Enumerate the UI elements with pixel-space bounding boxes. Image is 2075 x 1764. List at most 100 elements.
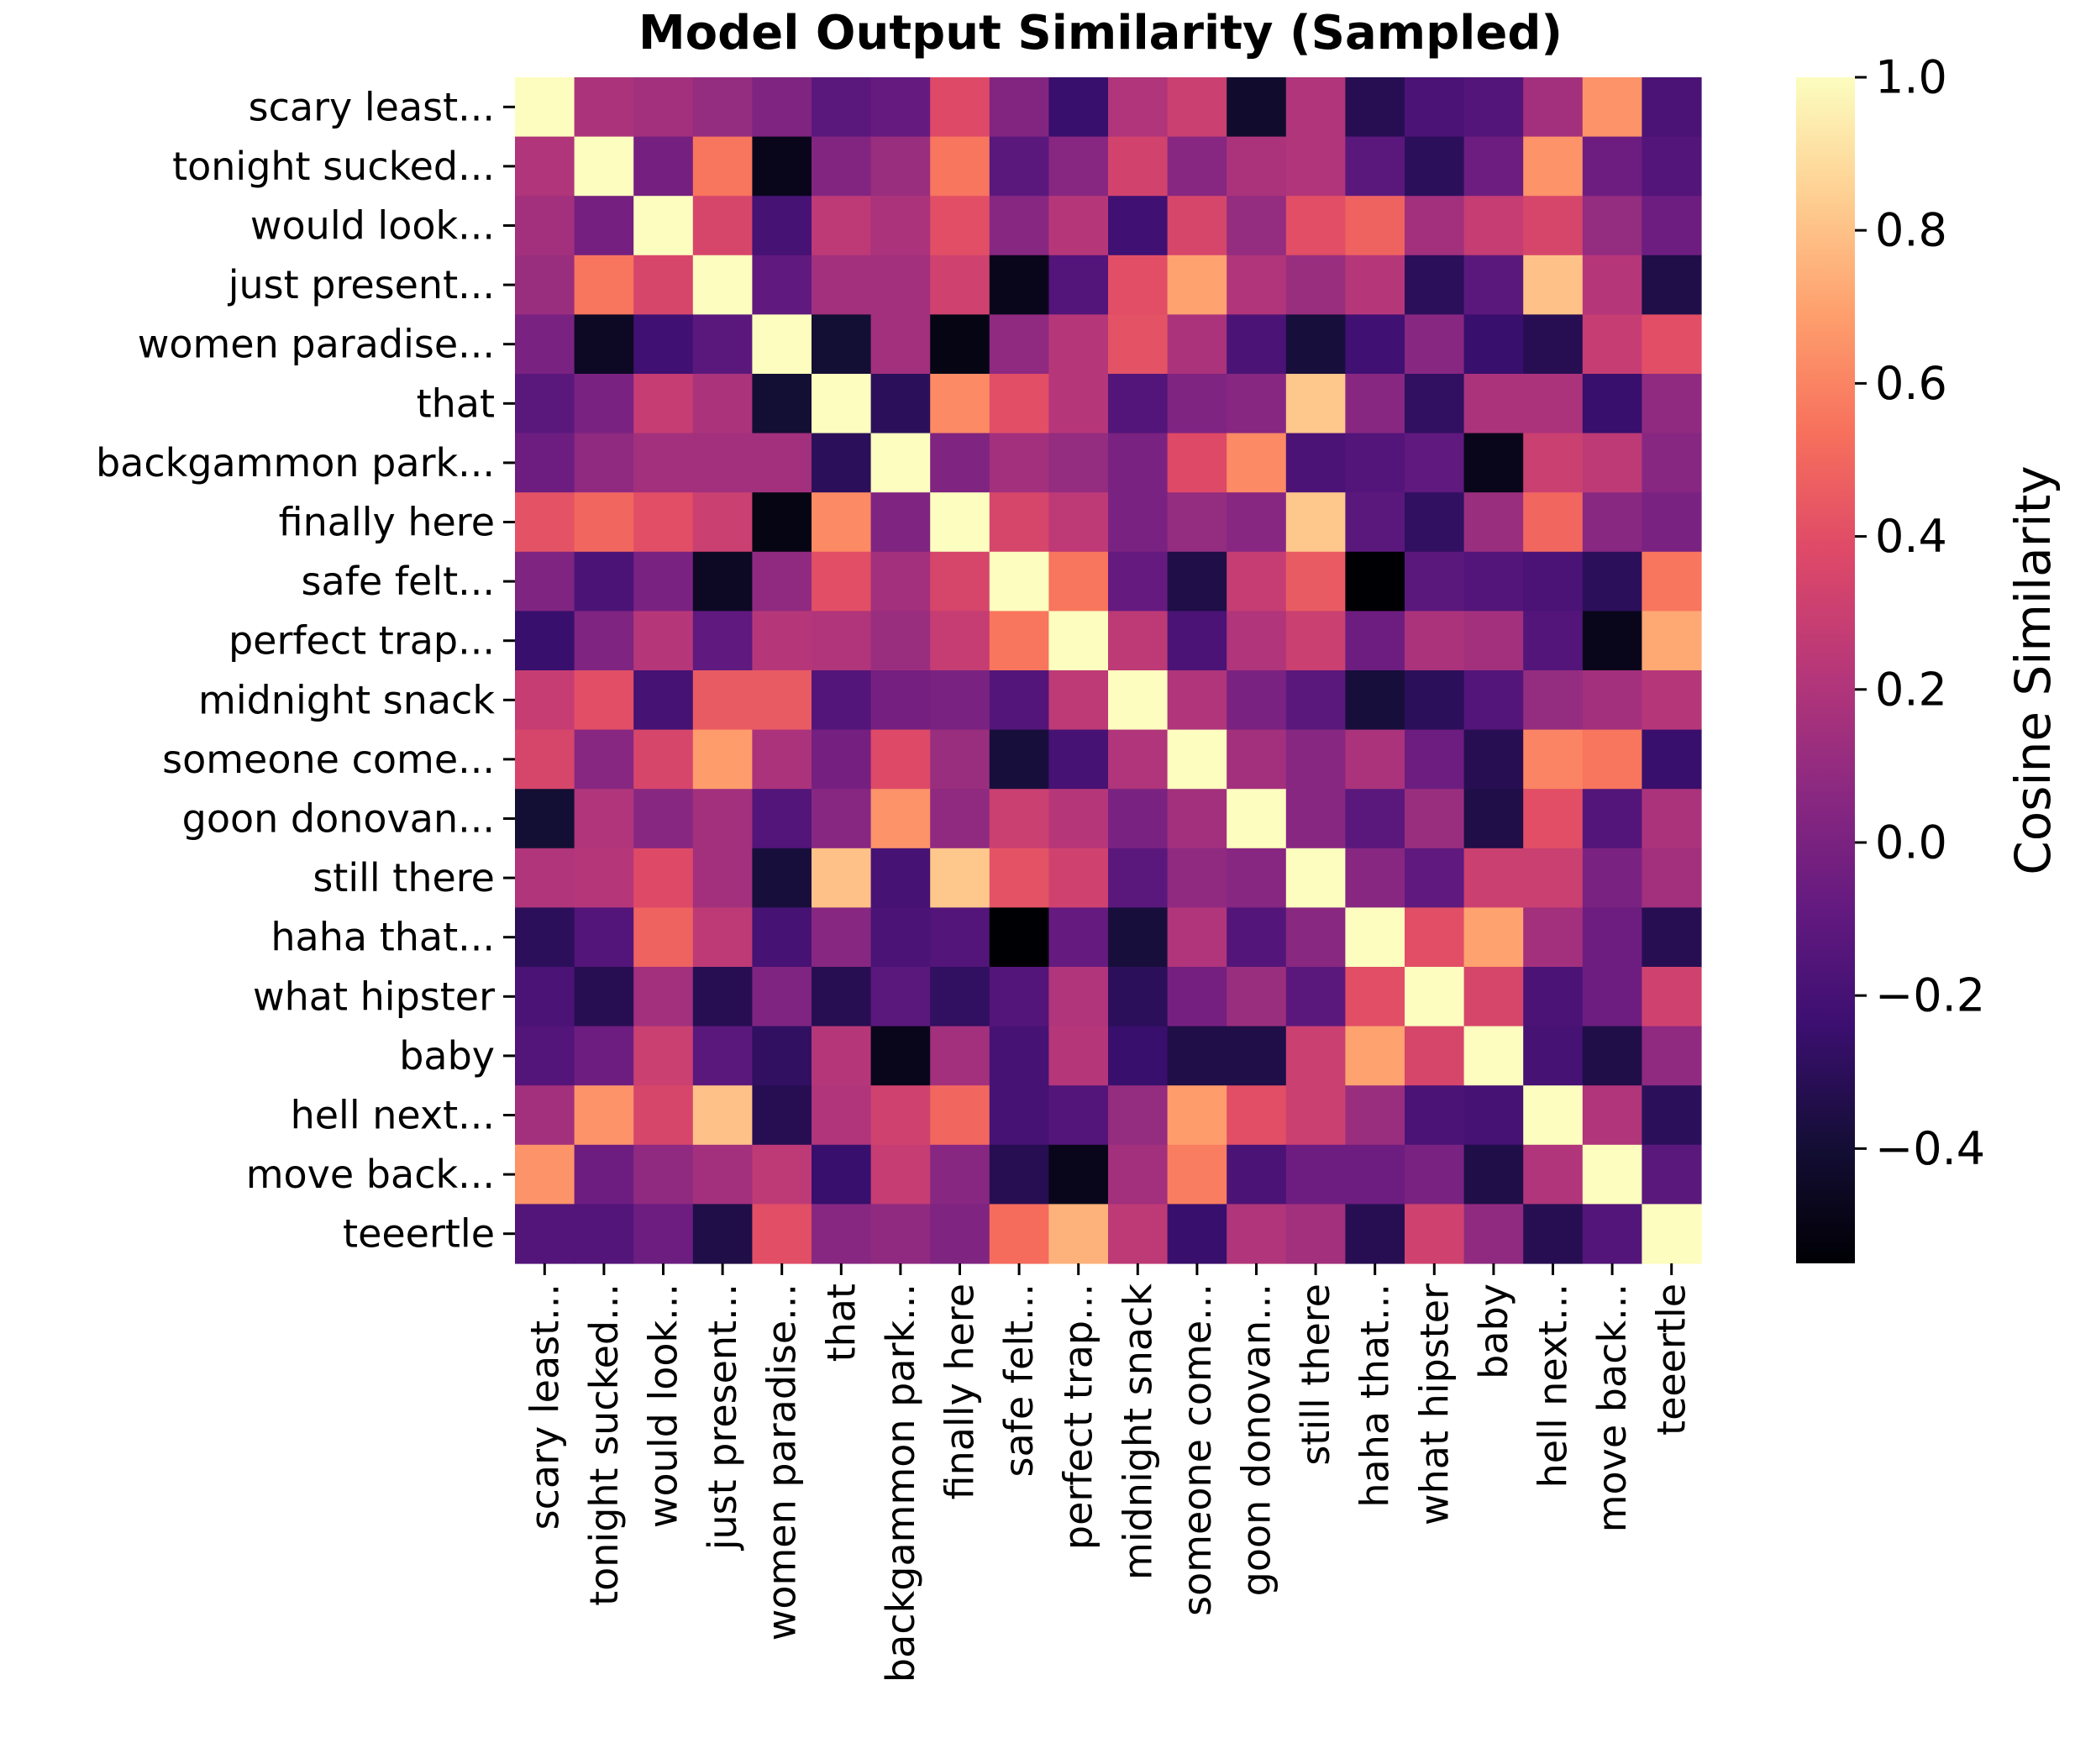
heatmap-cell <box>1463 374 1524 434</box>
heatmap-cell <box>1523 729 1584 790</box>
heatmap-cell <box>752 1144 812 1205</box>
y-tick-label: safe felt... <box>302 559 495 604</box>
heatmap-cell <box>1582 729 1642 790</box>
heatmap-cell <box>692 789 753 849</box>
heatmap-cell <box>692 255 753 315</box>
heatmap-cell <box>1582 551 1642 612</box>
heatmap-cell <box>1463 729 1524 790</box>
heatmap-cell <box>1285 907 1346 968</box>
heatmap-cell <box>1405 1144 1465 1205</box>
heatmap-cell <box>989 907 1049 968</box>
heatmap-cell <box>870 196 931 256</box>
heatmap-cell <box>1227 967 1287 1027</box>
heatmap-cell <box>1048 492 1109 553</box>
heatmap-cell <box>1582 907 1642 968</box>
colorbar-tick-label: 0.4 <box>1875 510 1947 563</box>
colorbar-ticks: 1.0 0.8 0.6 0.4 0.2 0.0 −0.2 −0.4 <box>1855 51 1985 1175</box>
heatmap-cell <box>515 848 575 908</box>
heatmap-cell <box>1285 789 1346 849</box>
heatmap-cell <box>692 967 753 1027</box>
y-tick-label: that <box>417 381 495 426</box>
heatmap-cell <box>1048 729 1109 790</box>
x-tick-label: move back... <box>1589 1284 1635 1532</box>
heatmap-cell <box>515 1085 575 1146</box>
heatmap-cell <box>1285 314 1346 375</box>
heatmap-cell <box>1642 967 1702 1027</box>
heatmap-cell <box>1227 1144 1287 1205</box>
heatmap-cell <box>1048 374 1109 434</box>
heatmap-cell <box>1463 611 1524 671</box>
y-tick-label: goon donovan... <box>182 796 495 842</box>
heatmap-cell <box>1227 848 1287 908</box>
heatmap-cell <box>752 314 812 375</box>
heatmap-cell <box>1108 670 1169 731</box>
heatmap-cell <box>930 967 990 1027</box>
heatmap-cell <box>1523 789 1584 849</box>
heatmap-cell <box>930 433 990 493</box>
heatmap-cell <box>1523 1144 1584 1205</box>
heatmap-cell <box>1523 1026 1584 1086</box>
heatmap-cell <box>1108 907 1169 968</box>
heatmap-cell <box>633 1204 694 1264</box>
heatmap-cell <box>633 551 694 612</box>
heatmap-cell <box>1108 1026 1169 1086</box>
heatmap-cell <box>870 729 931 790</box>
heatmap-cell <box>1523 551 1584 612</box>
heatmap-cell <box>752 1026 812 1086</box>
heatmap-cell <box>633 907 694 968</box>
heatmap-cell <box>870 907 931 968</box>
heatmap-cells <box>515 77 1702 1264</box>
heatmap-cell <box>1048 789 1109 849</box>
heatmap-cell <box>1523 611 1584 671</box>
y-tick-label: scary least... <box>249 84 495 129</box>
heatmap-cell <box>692 314 753 375</box>
heatmap-cell <box>1345 196 1405 256</box>
heatmap-cell <box>1405 77 1465 138</box>
heatmap-cell <box>1048 551 1109 612</box>
heatmap-cell <box>812 77 872 138</box>
y-tick-label: perfect trap... <box>229 618 495 664</box>
heatmap-cell <box>574 1085 634 1146</box>
heatmap-cell <box>1227 433 1287 493</box>
heatmap-cell <box>930 848 990 908</box>
x-tick-label: someone come... <box>1174 1284 1220 1616</box>
heatmap-cell <box>1285 136 1346 197</box>
heatmap-cell <box>1463 551 1524 612</box>
heatmap-cell <box>574 907 634 968</box>
heatmap-cell <box>1523 136 1584 197</box>
heatmap-cell <box>515 1204 575 1264</box>
heatmap-cell <box>692 670 753 731</box>
x-axis: scary least... tonight sucked... would loo… <box>522 1263 1694 1683</box>
heatmap-cell <box>870 492 931 553</box>
heatmap-cell <box>1048 967 1109 1027</box>
heatmap-cell <box>1345 1085 1405 1146</box>
heatmap-cell <box>752 136 812 197</box>
heatmap-cell <box>515 77 575 138</box>
heatmap-cell <box>1345 255 1405 315</box>
heatmap-cell <box>752 255 812 315</box>
heatmap-cell <box>1582 1026 1642 1086</box>
heatmap-cell <box>812 611 872 671</box>
heatmap-cell <box>1642 433 1702 493</box>
heatmap-cell <box>989 433 1049 493</box>
heatmap-cell <box>1463 907 1524 968</box>
heatmap-cell <box>1227 1204 1287 1264</box>
heatmap-cell <box>574 136 634 197</box>
heatmap-cell <box>930 789 990 849</box>
heatmap-cell <box>1523 670 1584 731</box>
heatmap-cell <box>1167 77 1227 138</box>
heatmap-cell <box>930 1026 990 1086</box>
x-tick-label: that <box>818 1284 864 1362</box>
heatmap-cell <box>1523 907 1584 968</box>
heatmap-cell <box>752 551 812 612</box>
heatmap-cell <box>1285 670 1346 731</box>
heatmap-cell <box>1108 551 1169 612</box>
heatmap-cell <box>1345 1204 1405 1264</box>
heatmap-cell <box>1227 1085 1287 1146</box>
colorbar-label: Cosine Similarity <box>2004 465 2062 874</box>
heatmap-cell <box>1048 136 1109 197</box>
colorbar <box>1796 77 1855 1263</box>
heatmap-cell <box>574 255 634 315</box>
heatmap-cell <box>989 136 1049 197</box>
heatmap-cell <box>1227 1026 1287 1086</box>
